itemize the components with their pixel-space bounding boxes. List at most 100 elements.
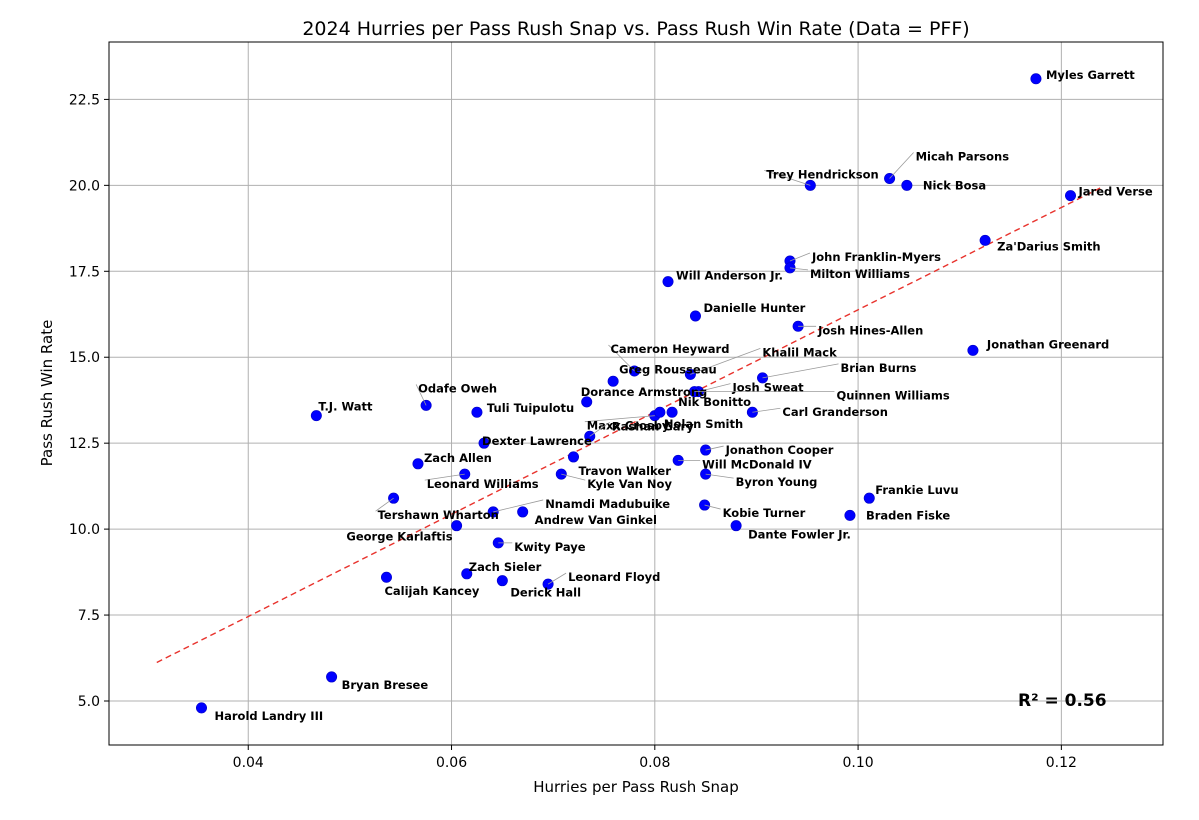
y-axis-label: Pass Rush Win Rate — [38, 320, 56, 467]
point-label: Danielle Hunter — [703, 301, 805, 315]
data-point — [784, 262, 796, 274]
data-point — [730, 520, 742, 532]
point-label: Nik Bonitto — [678, 395, 751, 409]
label-leader-line — [375, 497, 394, 512]
point-label: Carl Granderson — [782, 405, 888, 419]
label-leader-line — [415, 384, 427, 406]
point-label: Leonard Floyd — [568, 570, 660, 584]
data-points — [195, 73, 1077, 714]
data-point — [662, 276, 674, 288]
data-point — [979, 234, 991, 246]
point-label: Nnamdi Madubuike — [545, 497, 670, 511]
point-label: Kyle Van Noy — [587, 477, 672, 491]
data-point — [471, 406, 483, 418]
data-point — [901, 179, 913, 191]
x-tick-label: 0.04 — [233, 755, 264, 771]
x-axis: 0.04 0.06 0.08 0.10 0.12 — [233, 745, 1077, 771]
y-tick-label: 12.5 — [69, 436, 100, 452]
point-label: Josh Hines-Allen — [817, 323, 923, 337]
label-leader-line — [764, 169, 811, 186]
point-label: George Karlaftis — [346, 530, 452, 544]
data-point — [567, 451, 579, 463]
y-tick-label: 22.5 — [69, 92, 100, 108]
x-tick-label: 0.08 — [639, 755, 670, 771]
point-label: T.J. Watt — [318, 400, 373, 414]
label-leader-line — [584, 415, 655, 423]
point-label: Byron Young — [736, 475, 818, 489]
x-axis-label: Hurries per Pass Rush Snap — [533, 778, 739, 796]
point-label: Za'Darius Smith — [997, 239, 1100, 253]
y-tick-label: 17.5 — [69, 264, 100, 280]
point-label: Khalil Mack — [762, 345, 837, 359]
point-label: Derick Hall — [510, 586, 581, 600]
data-point — [380, 571, 392, 583]
point-label: Trey Hendrickson — [766, 167, 878, 181]
label-leader-line — [589, 421, 610, 437]
point-label: Nolan Smith — [664, 417, 743, 431]
point-label: Nick Bosa — [923, 178, 986, 192]
point-label: Kobie Turner — [723, 506, 806, 520]
x-tick-label: 0.10 — [842, 755, 873, 771]
point-label: Braden Fiske — [866, 508, 950, 522]
chart-title: 2024 Hurries per Pass Rush Snap vs. Pass… — [302, 18, 969, 40]
point-label: Odafe Oweh — [418, 381, 497, 395]
point-label: Will Anderson Jr. — [676, 269, 783, 283]
x-tick-label: 0.06 — [436, 755, 467, 771]
point-label: Jared Verse — [1078, 185, 1153, 199]
point-label: Andrew Van Ginkel — [535, 513, 657, 527]
point-label: Travon Walker — [578, 464, 671, 478]
point-label: Myles Garrett — [1046, 68, 1135, 82]
point-label: Tuli Tuipulotu — [487, 401, 574, 415]
point-label: Rashan Gary — [612, 419, 694, 433]
data-point — [967, 344, 979, 356]
data-point — [461, 568, 473, 580]
y-tick-label: 5.0 — [78, 694, 100, 710]
data-point — [496, 575, 508, 587]
label-leader-line — [752, 407, 781, 413]
point-label: Quinnen Williams — [836, 389, 949, 403]
trend-line — [156, 186, 1103, 664]
point-label: Dorance Armstrong — [581, 385, 708, 399]
label-leader-line — [762, 363, 839, 379]
data-point — [555, 468, 567, 480]
point-label: Brian Burns — [841, 361, 917, 375]
label-leader-line — [705, 473, 734, 479]
point-label: Jonathon Cooper — [725, 443, 834, 457]
y-tick-label: 20.0 — [69, 178, 100, 194]
data-point — [195, 702, 207, 714]
point-label: Josh Sweat — [732, 381, 805, 395]
point-label: Will McDonald IV — [702, 457, 812, 471]
point-label: Zach Sieler — [469, 560, 542, 574]
data-point — [666, 406, 678, 418]
point-label: Tershawn Wharton — [378, 508, 499, 522]
data-point — [607, 375, 619, 387]
point-label: Calijah Kancey — [384, 584, 479, 598]
label-leader-line — [704, 504, 721, 510]
point-label: Milton Williams — [810, 267, 910, 281]
point-label: Harold Landry III — [214, 709, 323, 723]
label-leader-line — [789, 252, 811, 262]
label-leader-line — [547, 572, 567, 585]
point-label: Dante Fowler Jr. — [748, 528, 851, 542]
point-label: Jonathan Greenard — [986, 337, 1109, 351]
data-point — [844, 509, 856, 521]
point-label: Micah Parsons — [916, 149, 1010, 163]
point-label: John Franklin-Myers — [811, 250, 941, 264]
data-point — [310, 410, 322, 422]
point-label: Cameron Heyward — [610, 342, 729, 356]
x-tick-label: 0.12 — [1046, 755, 1077, 771]
point-label: Dexter Lawrence — [482, 434, 592, 448]
label-leader-line — [789, 267, 809, 271]
data-point — [451, 520, 463, 532]
r-squared-label: R² = 0.56 — [1018, 691, 1107, 711]
label-leader-line — [493, 499, 544, 513]
data-point — [581, 396, 593, 408]
data-point — [654, 406, 666, 418]
point-label: Leonard Williams — [427, 477, 539, 491]
label-leader-line — [698, 383, 731, 392]
point-label: Frankie Luvu — [875, 483, 958, 497]
label-leader-line — [690, 348, 761, 375]
y-tick-label: 15.0 — [69, 350, 100, 366]
data-point — [1065, 190, 1077, 202]
